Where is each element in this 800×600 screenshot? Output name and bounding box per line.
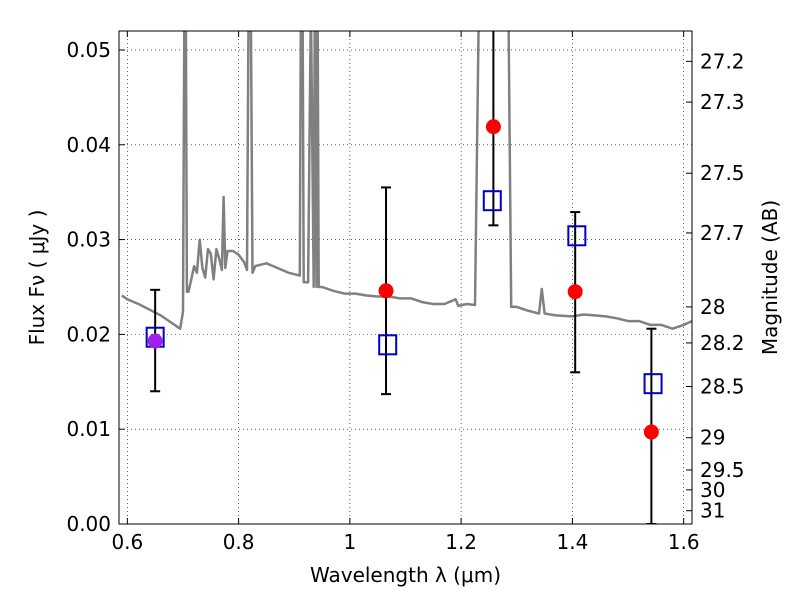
y-tick-label: 0.02 (66, 322, 111, 346)
mag-tick-label: 31 (700, 499, 725, 523)
mag-tick-label: 30 (700, 478, 725, 502)
mag-tick-label: 29.5 (700, 458, 745, 482)
mag-tick-label: 29 (700, 426, 725, 450)
x-tick-label: 1.4 (556, 530, 588, 554)
axis-ticks: 0.6 0.8 1 1.2 1.4 1.6 0.00 0.01 0.02 0.03 0.04 0.05… (66, 31, 745, 554)
mag-tick-label: 27.3 (700, 90, 745, 114)
y2-axis-label: Magnitude (AB) (758, 200, 782, 355)
observed-circle-marker (485, 119, 501, 135)
mag-tick-label: 28 (700, 295, 725, 319)
mag-tick-label: 28.5 (700, 375, 745, 399)
synthetic-square-marker (643, 373, 663, 395)
mag-tick-label: 28.2 (700, 331, 745, 355)
x-tick-label: 1 (344, 530, 357, 554)
x-tick-label: 0.6 (111, 530, 143, 554)
y-tick-label: 0.01 (66, 417, 111, 441)
observed-circle-marker (643, 424, 659, 440)
mag-tick-label: 27.7 (700, 221, 745, 245)
synthetic-square-marker (378, 334, 398, 356)
synthetic-square-marker (567, 225, 587, 247)
y-tick-label: 0.00 (66, 512, 111, 536)
y-axis-label: Flux Fν ( μJy ) (25, 210, 49, 346)
observed-circle-marker (147, 333, 163, 349)
observed-circle-marker (567, 284, 583, 300)
mag-tick-label: 27.5 (700, 161, 745, 185)
mag-tick-label: 27.2 (700, 49, 745, 73)
x-tick-label: 0.8 (223, 530, 255, 554)
plot-frame (118, 30, 693, 525)
x-tick-label: 1.6 (668, 530, 700, 554)
y-tick-label: 0.05 (66, 38, 111, 62)
synthetic-square-marker (482, 190, 502, 212)
x-axis-label: Wavelength λ (μm) (310, 563, 501, 587)
y-tick-label: 0.03 (66, 228, 111, 252)
model-spectrum-line (121, 31, 692, 330)
observed-circle-marker (378, 283, 394, 299)
x-tick-label: 1.2 (445, 530, 477, 554)
model-spectrum (121, 31, 692, 330)
y-tick-label: 0.04 (66, 133, 111, 157)
data-points (145, 31, 663, 524)
